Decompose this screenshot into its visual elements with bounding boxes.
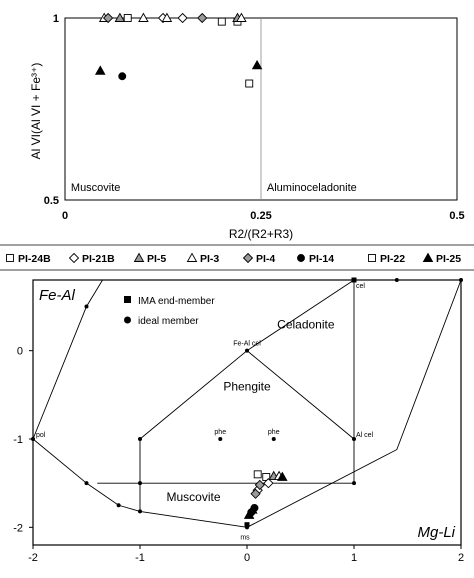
legend-label: PI-14 bbox=[309, 253, 334, 265]
legend-marker-pi-25 bbox=[422, 252, 434, 262]
data-point-pi-25 bbox=[243, 509, 255, 519]
legend-marker-pi-14 bbox=[297, 254, 305, 262]
x-tick-label: 2 bbox=[458, 552, 464, 564]
ideal-member-point bbox=[138, 437, 142, 441]
y-tick-label: 1 bbox=[53, 13, 59, 25]
legend-label: PI-22 bbox=[380, 253, 405, 265]
y-tick-label: -2 bbox=[13, 522, 23, 534]
legend-marker-pi-22 bbox=[368, 254, 376, 262]
inner-legend-marker bbox=[124, 296, 131, 303]
x-axis-label: Mg-Li bbox=[417, 524, 455, 541]
data-point-pi-3 bbox=[161, 12, 173, 22]
ideal-member-point bbox=[394, 278, 399, 282]
data-point-pi-25 bbox=[277, 471, 288, 481]
data-point-pi-14 bbox=[118, 72, 127, 81]
ima-end-member-point bbox=[351, 277, 357, 283]
region-label: Aluminoceladonite bbox=[267, 182, 357, 194]
x-axis-label: R2/(R2+R3) bbox=[229, 227, 293, 241]
data-point-pi-25 bbox=[95, 65, 106, 75]
field-boundary-line bbox=[246, 279, 462, 528]
legend-marker-pi-24b bbox=[6, 254, 14, 262]
legend-marker-pi-21b bbox=[68, 252, 80, 264]
field-boundary-line bbox=[139, 350, 355, 440]
plot-frame-bottom bbox=[32, 279, 462, 546]
data-point-pi-22 bbox=[253, 470, 262, 479]
point-label: phe bbox=[214, 429, 226, 436]
x-tick-label: 0.5 bbox=[449, 210, 464, 222]
ideal-member-point bbox=[84, 481, 89, 486]
ideal-member-point bbox=[138, 481, 142, 486]
data-point-pi-4 bbox=[197, 12, 208, 24]
point-label: Fe-Al cel bbox=[233, 341, 261, 348]
point-label: pol bbox=[36, 432, 46, 439]
data-point-pi-25 bbox=[247, 504, 258, 514]
legend: PI-24B PI-21B PI-5 PI-3 PI-4 PI-14 PI-22 PI-25 bbox=[0, 244, 474, 271]
x-tick-label: 0 bbox=[244, 552, 250, 564]
y-tick-label: -1 bbox=[13, 434, 23, 446]
ideal-member-point bbox=[31, 437, 35, 441]
ideal-member-point bbox=[138, 509, 142, 514]
data-point-pi-4 bbox=[250, 488, 261, 499]
legend-label: PI-3 bbox=[200, 253, 219, 265]
data-point-pi-22 bbox=[245, 79, 254, 88]
legend-label: PI-21B bbox=[82, 253, 115, 265]
data-point-pi-24b bbox=[123, 14, 132, 22]
point-label: cel bbox=[356, 283, 365, 290]
ideal-member-point bbox=[218, 437, 223, 441]
legend-label: PI-25 bbox=[436, 253, 461, 265]
x-tick-label: 1 bbox=[351, 552, 357, 564]
legend-label: PI-5 bbox=[147, 253, 166, 265]
data-point-pi-4 bbox=[254, 479, 265, 491]
ima-end-member-point bbox=[244, 522, 250, 528]
x-tick-label: -1 bbox=[135, 552, 145, 564]
data-point-pi-21b bbox=[177, 12, 188, 24]
ideal-member-point bbox=[352, 481, 356, 486]
inner-legend-marker bbox=[124, 316, 131, 324]
ideal-member-point bbox=[116, 503, 121, 508]
data-point-pi-22 bbox=[217, 17, 226, 26]
x-tick-label: 0.25 bbox=[250, 210, 271, 222]
legend-label: PI-24B bbox=[18, 253, 51, 265]
legend-marker-pi-4 bbox=[242, 252, 254, 264]
ideal-member-point bbox=[459, 278, 463, 282]
chart-bottom: -2 -1 0 1 2 -2 -1 0 Fe-Al Mg-Li IMA end-member idea… bbox=[13, 277, 464, 564]
field-label: Muscovite bbox=[166, 490, 220, 504]
y-tick-label: 0 bbox=[17, 346, 23, 358]
legend-marker-pi-3 bbox=[186, 252, 198, 262]
data-point-pi-3 bbox=[236, 12, 247, 22]
chart-top: 0 0.25 0.5 0.5 1 R2/(R2+R3) Al VI(Al VI + Fe³⁺… bbox=[29, 12, 465, 241]
region-label: Muscovite bbox=[71, 182, 121, 194]
data-point-pi-3 bbox=[138, 12, 149, 22]
point-label: phe bbox=[268, 429, 280, 436]
point-label: Al cel bbox=[356, 432, 374, 439]
legend-marker-pi-5 bbox=[133, 252, 145, 262]
point-label: ms bbox=[240, 534, 250, 541]
field-label: Phengite bbox=[223, 379, 271, 393]
data-point-pi-21b bbox=[263, 478, 274, 489]
ideal-member-point bbox=[352, 437, 356, 441]
ideal-member-point bbox=[271, 437, 276, 441]
x-tick-label: 0 bbox=[62, 210, 68, 222]
inner-legend-label: IMA end-member bbox=[138, 296, 215, 307]
field-boundary-line bbox=[246, 279, 355, 352]
y-axis-label: Fe-Al bbox=[39, 287, 76, 304]
x-tick-label: -2 bbox=[28, 552, 38, 564]
y-axis-label: Al VI(Al VI + Fe³⁺) bbox=[29, 63, 43, 160]
field-label: Celadonite bbox=[277, 318, 335, 332]
y-tick-label: 0.5 bbox=[44, 195, 59, 207]
ideal-member-point bbox=[84, 304, 89, 309]
legend-label: PI-4 bbox=[256, 253, 275, 265]
data-point-pi-5 bbox=[114, 12, 126, 22]
data-point-pi-25 bbox=[251, 59, 263, 70]
data-point-pi-4 bbox=[102, 12, 114, 24]
ideal-member-point bbox=[245, 348, 249, 353]
inner-legend-label: ideal member bbox=[138, 316, 199, 327]
